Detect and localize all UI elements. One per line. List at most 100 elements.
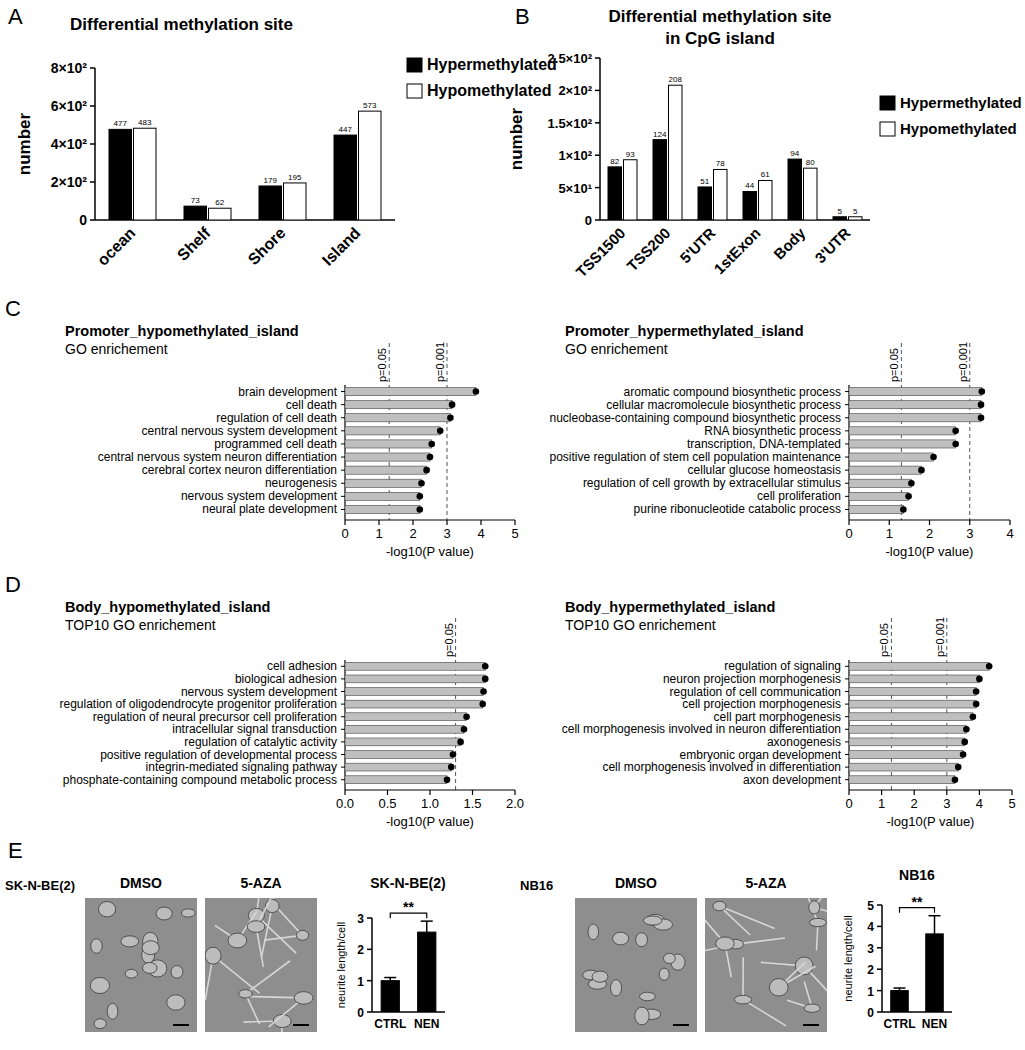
x-label: -log10(P value) — [886, 544, 974, 559]
marker — [955, 764, 962, 771]
reference-line — [969, 343, 970, 520]
bar — [345, 662, 485, 670]
labels: CTRLNEN — [374, 1017, 439, 1031]
y-tick-label: 1.5×10² — [548, 116, 593, 131]
y-tick — [877, 947, 882, 949]
x-tick-label: Island — [319, 224, 364, 269]
error-line — [426, 921, 428, 932]
marker — [480, 688, 487, 695]
cell — [611, 980, 622, 996]
y-tick-label: 2×10² — [558, 83, 592, 98]
cell — [659, 968, 669, 980]
marker — [444, 776, 451, 783]
data-label: 80 — [806, 158, 815, 167]
y-tick-label: axon development — [743, 773, 842, 787]
chart: Promoter_hypermethylated_islandGO enrich… — [549, 323, 1013, 559]
x-tick-label: 2.0 — [506, 796, 524, 811]
reference-line — [447, 343, 448, 520]
subtitle: TOP10 GO enrichement — [65, 617, 216, 633]
labels: TSS1500TSS2005'UTR1stExonBody3'UTR821245… — [572, 75, 858, 280]
y-tick — [341, 404, 345, 405]
condition-label: 5-AZA — [240, 875, 281, 891]
bar — [849, 440, 956, 448]
marks — [345, 387, 479, 513]
y-axis — [371, 918, 373, 1012]
marks — [345, 662, 489, 783]
x-tick — [929, 520, 930, 525]
cell — [228, 933, 247, 948]
data-label: 94 — [790, 149, 799, 158]
x-tick — [378, 520, 379, 525]
y-tick — [341, 729, 345, 730]
data-label: 73 — [191, 196, 200, 205]
cell — [121, 936, 139, 947]
bar — [381, 981, 399, 1012]
bar — [849, 751, 963, 759]
chart: Differential methylation sitein CpG isla… — [507, 7, 1022, 280]
bar — [849, 401, 981, 409]
reference-label: p=0.001 — [957, 342, 969, 382]
x-label: -log10(P value) — [386, 814, 474, 829]
x-tick-label: 3'UTR — [811, 224, 853, 266]
y-tick-label: cellular glucose homeostasis — [688, 463, 841, 477]
x-tick-label: 0.0 — [336, 796, 354, 811]
micrograph — [705, 898, 827, 1032]
neurite — [719, 906, 774, 928]
cell — [167, 995, 185, 1010]
cell — [98, 902, 115, 917]
x-tick-label: 2 — [409, 526, 416, 541]
micrograph-background — [705, 898, 827, 1032]
y-tick-label: 8×10² — [51, 60, 88, 76]
error-bar — [929, 916, 941, 934]
y-tick — [595, 154, 600, 156]
marker — [905, 493, 912, 500]
y-tick-label: 0 — [79, 212, 87, 228]
marks — [849, 387, 985, 513]
x-tick-label: NEN — [414, 1017, 439, 1031]
marker — [473, 388, 480, 395]
x-tick — [344, 520, 345, 525]
y-tick-label: 1 — [867, 985, 874, 999]
marker — [960, 751, 967, 758]
legend-label: Hypomethylated — [427, 82, 551, 99]
y-tick-label: central nervous system development — [142, 424, 338, 438]
bar — [849, 479, 911, 487]
y-tick-label: 5×10¹ — [558, 181, 592, 196]
cell — [592, 971, 608, 982]
bar — [849, 414, 981, 422]
x-tick-label: TSS1500 — [572, 224, 628, 280]
y-tick-label: cell death — [286, 398, 337, 412]
x-tick-label: 3 — [943, 796, 950, 811]
y-tick — [845, 391, 849, 392]
bar — [359, 111, 382, 220]
micrograph — [205, 898, 317, 1032]
cell — [635, 1007, 649, 1025]
cell — [90, 977, 109, 993]
bar — [345, 427, 440, 435]
y-tick-label: 6×10² — [51, 98, 88, 114]
figure: Differential methylation site02×10²4×10²… — [0, 0, 1025, 1050]
title: Body_hypermethylated_island — [565, 599, 775, 615]
title: Body_hypomethylated_island — [65, 599, 270, 615]
data-label: 51 — [700, 177, 709, 186]
marker — [986, 663, 993, 670]
y-tick — [845, 729, 849, 730]
y-tick — [845, 443, 849, 444]
bar — [109, 129, 132, 220]
bar — [788, 159, 802, 220]
marker — [449, 401, 456, 408]
y-tick — [341, 483, 345, 484]
bar — [849, 505, 903, 513]
marker — [973, 688, 980, 695]
data-label: 179 — [264, 176, 278, 185]
y-tick — [367, 949, 372, 951]
y-tick — [877, 1011, 882, 1013]
x-label: -log10(P value) — [887, 814, 975, 829]
data-label: 5 — [838, 207, 843, 216]
marker — [463, 713, 470, 720]
panel-letter: E — [8, 838, 23, 863]
legend-label: Hypermethylated — [900, 94, 1022, 111]
bar — [134, 128, 157, 220]
labels: oceanShelfShoreIsland4777317944748362195… — [94, 101, 377, 269]
data-label: 208 — [669, 75, 683, 84]
